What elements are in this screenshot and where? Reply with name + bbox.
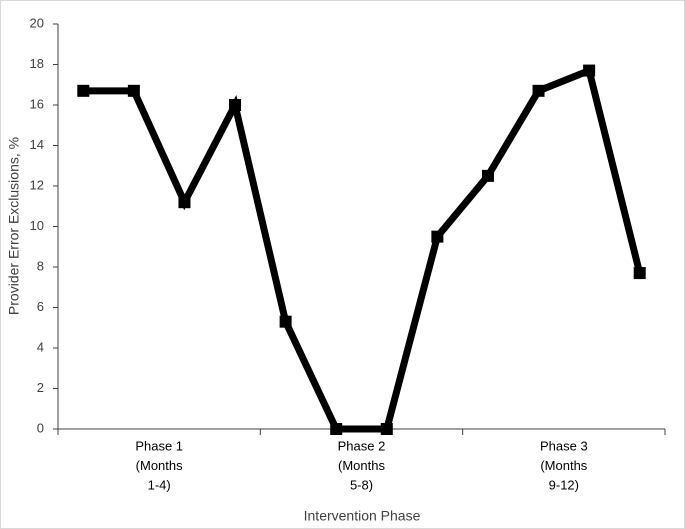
point-marker (178, 196, 191, 209)
x-group-label: (Months (540, 458, 587, 473)
point-marker (481, 169, 494, 182)
point-marker (229, 99, 242, 111)
y-tick-label: 16 (30, 96, 44, 111)
x-group-label: Phase 1 (135, 438, 183, 453)
y-tick-label: 12 (30, 177, 44, 192)
y-tick-label: 8 (37, 258, 44, 273)
y-tick-label: 0 (37, 420, 44, 435)
point-marker (532, 84, 545, 97)
point-marker (330, 423, 343, 435)
y-tick-label: 18 (30, 56, 44, 71)
x-group-label: Phase 2 (338, 438, 386, 453)
point-marker (279, 315, 292, 328)
y-axis-title: Provider Error Exclusions, % (6, 137, 22, 315)
point-marker (633, 267, 646, 280)
point-marker (127, 84, 140, 97)
point-marker (431, 230, 444, 243)
x-group-label: (Months (338, 458, 385, 473)
x-group-label: 9-12) (549, 477, 579, 492)
point-marker (583, 64, 596, 77)
x-group-label: Phase 3 (540, 438, 588, 453)
y-tick-label: 20 (30, 15, 44, 30)
x-axis-title: Intervention Phase (304, 508, 421, 524)
x-group-label: (Months (136, 458, 183, 473)
y-tick-label: 2 (37, 380, 44, 395)
x-group-label: 5-8) (350, 477, 373, 492)
line-series (83, 65, 644, 433)
point-marker (380, 423, 393, 435)
x-group-label: 1-4) (148, 477, 171, 492)
y-tick-label: 10 (30, 218, 44, 233)
y-tick-label: 6 (37, 299, 44, 314)
y-tick-label: 14 (30, 137, 44, 152)
point-marker (77, 84, 90, 97)
y-tick-label: 4 (37, 339, 44, 354)
